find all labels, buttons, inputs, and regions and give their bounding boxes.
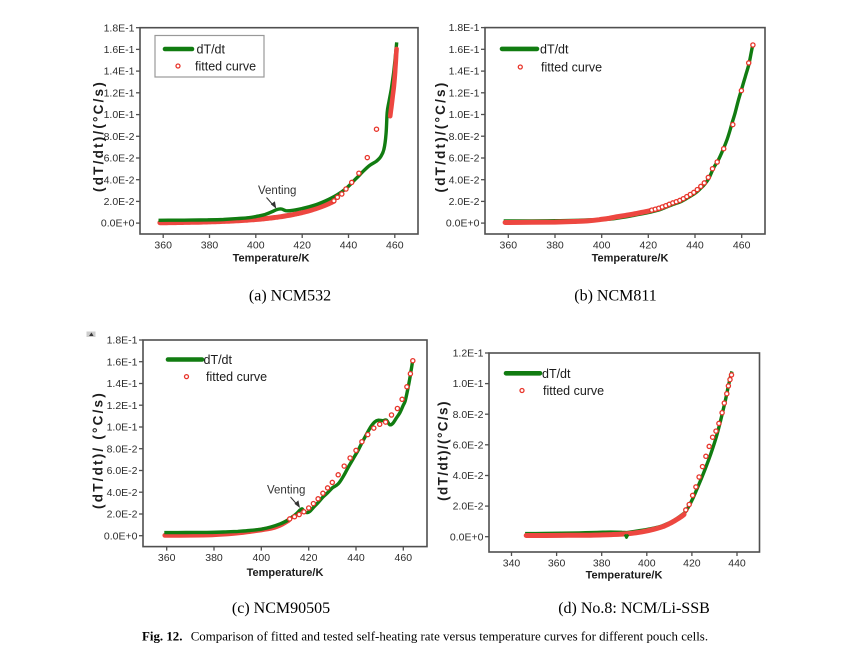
svg-text:1.6E-1: 1.6E-1 — [104, 44, 135, 56]
svg-text:2.0E-2: 2.0E-2 — [449, 196, 480, 208]
svg-text:0.0E+0: 0.0E+0 — [101, 218, 135, 230]
svg-text:340: 340 — [503, 558, 521, 570]
svg-text:360: 360 — [500, 240, 518, 252]
svg-text:380: 380 — [593, 558, 611, 570]
svg-text:dT/dt: dT/dt — [197, 43, 226, 57]
svg-text:420: 420 — [300, 552, 318, 564]
svg-text:Temperature/K: Temperature/K — [592, 253, 669, 265]
svg-text:2.0E-2: 2.0E-2 — [453, 501, 484, 513]
svg-text:(dT/dt)/ (°C/s): (dT/dt)/ (°C/s) — [91, 391, 106, 509]
svg-text:1.8E-1: 1.8E-1 — [449, 22, 480, 34]
svg-text:380: 380 — [546, 240, 564, 252]
svg-text:460: 460 — [386, 240, 404, 252]
svg-text:dT/dt: dT/dt — [540, 42, 569, 56]
svg-text:6.0E-2: 6.0E-2 — [449, 153, 480, 165]
svg-text:(a) NCM532: (a) NCM532 — [249, 288, 331, 305]
svg-text:400: 400 — [638, 558, 656, 570]
svg-text:1.0E-1: 1.0E-1 — [449, 109, 480, 121]
svg-text:4.0E-2: 4.0E-2 — [107, 487, 138, 499]
svg-text:6.0E-2: 6.0E-2 — [107, 465, 138, 477]
svg-text:1.2E-1: 1.2E-1 — [449, 87, 480, 99]
svg-text:8.0E-2: 8.0E-2 — [449, 131, 480, 143]
svg-text:(dT/dt)/(°C/s): (dT/dt)/(°C/s) — [91, 80, 106, 192]
svg-text:dT/dt: dT/dt — [542, 367, 571, 381]
svg-text:440: 440 — [340, 240, 358, 252]
svg-text:1.8E-1: 1.8E-1 — [107, 335, 138, 347]
svg-text:(dT/dt)/(°C/s): (dT/dt)/(°C/s) — [433, 81, 448, 193]
svg-text:0.0E+0: 0.0E+0 — [104, 530, 138, 542]
svg-text:8.0E-2: 8.0E-2 — [104, 131, 135, 143]
svg-text:1.4E-1: 1.4E-1 — [449, 66, 480, 78]
svg-text:4.0E-2: 4.0E-2 — [449, 174, 480, 186]
svg-text:1.8E-1: 1.8E-1 — [104, 22, 135, 34]
svg-text:1.2E-1: 1.2E-1 — [104, 87, 135, 99]
svg-text:dT/dt: dT/dt — [204, 353, 233, 367]
svg-text:8.0E-2: 8.0E-2 — [107, 443, 138, 455]
svg-text:6.0E-2: 6.0E-2 — [453, 439, 484, 451]
svg-text:360: 360 — [548, 558, 566, 570]
svg-text:(b) NCM811: (b) NCM811 — [574, 288, 657, 305]
svg-text:460: 460 — [733, 240, 751, 252]
svg-text:2.0E-2: 2.0E-2 — [107, 509, 138, 521]
svg-text:360: 360 — [158, 552, 176, 564]
svg-text:400: 400 — [247, 240, 265, 252]
svg-text:400: 400 — [593, 240, 611, 252]
svg-text:(d) No.8: NCM/Li-SSB: (d) No.8: NCM/Li-SSB — [558, 600, 710, 617]
svg-text:1.0E-1: 1.0E-1 — [104, 109, 135, 121]
svg-text:0.0E+0: 0.0E+0 — [450, 531, 484, 543]
svg-text:1.0E-1: 1.0E-1 — [453, 378, 484, 390]
svg-text:440: 440 — [686, 240, 704, 252]
svg-text:420: 420 — [683, 558, 701, 570]
svg-text:1.0E-1: 1.0E-1 — [107, 422, 138, 434]
svg-text:420: 420 — [293, 240, 311, 252]
svg-text:Fig. 12. Comparison of fitted: Fig. 12. Comparison of fitted and tested… — [142, 630, 708, 644]
svg-text:4.0E-2: 4.0E-2 — [453, 470, 484, 482]
svg-text:2.0E-2: 2.0E-2 — [104, 196, 135, 208]
svg-text:0.0E+0: 0.0E+0 — [446, 218, 480, 230]
svg-text:fitted curve: fitted curve — [206, 370, 267, 384]
svg-text:1.6E-1: 1.6E-1 — [107, 356, 138, 368]
svg-text:(dT/dt)/(°C/s): (dT/dt)/(°C/s) — [436, 400, 451, 501]
svg-text:380: 380 — [205, 552, 223, 564]
svg-text:400: 400 — [253, 552, 271, 564]
svg-text:420: 420 — [640, 240, 658, 252]
svg-text:1.4E-1: 1.4E-1 — [104, 66, 135, 78]
svg-text:380: 380 — [201, 240, 219, 252]
svg-text:440: 440 — [728, 558, 746, 570]
svg-text:1.2E-1: 1.2E-1 — [453, 348, 484, 360]
svg-text:6.0E-2: 6.0E-2 — [104, 153, 135, 165]
svg-text:Temperature/K: Temperature/K — [247, 567, 324, 579]
svg-text:fitted curve: fitted curve — [195, 60, 256, 74]
svg-text:Temperature/K: Temperature/K — [586, 570, 663, 582]
svg-text:fitted curve: fitted curve — [543, 384, 604, 398]
svg-text:460: 460 — [395, 552, 413, 564]
svg-text:4.0E-2: 4.0E-2 — [104, 174, 135, 186]
svg-text:1.2E-1: 1.2E-1 — [107, 400, 138, 412]
svg-text:Temperature/K: Temperature/K — [233, 253, 310, 265]
svg-text:Venting: Venting — [258, 185, 296, 197]
svg-text:1.4E-1: 1.4E-1 — [107, 378, 138, 390]
svg-text:Venting: Venting — [267, 485, 305, 497]
svg-text:(c) NCM90505: (c) NCM90505 — [232, 600, 330, 617]
svg-text:440: 440 — [347, 552, 365, 564]
svg-text:8.0E-2: 8.0E-2 — [453, 409, 484, 421]
svg-text:1.6E-1: 1.6E-1 — [449, 44, 480, 56]
svg-text:fitted curve: fitted curve — [541, 61, 602, 75]
svg-text:360: 360 — [154, 240, 172, 252]
